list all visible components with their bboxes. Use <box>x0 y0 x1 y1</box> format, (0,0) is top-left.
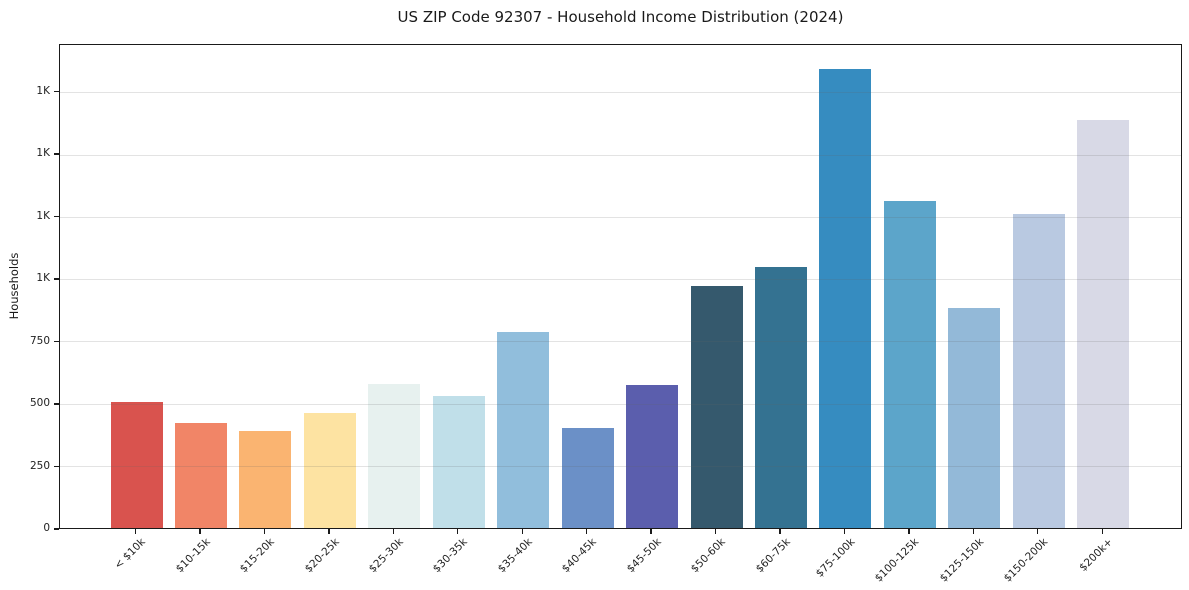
x-tick-mark <box>714 529 717 534</box>
bar-$40-45k <box>561 428 614 528</box>
x-tick-mark <box>263 529 266 534</box>
x-tick-mark <box>328 529 330 534</box>
chart-title: US ZIP Code 92307 - Household Income Dis… <box>397 8 844 26</box>
bar-$35-40k <box>497 332 550 528</box>
y-tick-mark <box>54 340 59 343</box>
x-tick-label: $50-60k <box>688 536 729 576</box>
y-tick-mark <box>54 153 59 155</box>
x-tick-mark <box>521 529 523 534</box>
y-tick-mark <box>54 90 59 93</box>
x-tick-label: $25-30k <box>366 536 406 576</box>
gridline <box>60 465 1181 467</box>
x-tick-mark <box>392 529 394 534</box>
x-tick-label: $200k+ <box>1076 536 1115 574</box>
gridline <box>60 403 1181 405</box>
bar-$50-60k <box>690 286 743 528</box>
x-tick-label: $40-45k <box>560 536 600 576</box>
bar-$10-15k <box>174 423 227 528</box>
gridline <box>60 279 1181 281</box>
bar-$150-200k <box>1012 214 1065 528</box>
bar-$25-30k <box>368 383 421 528</box>
x-tick-label: $60-75k <box>753 536 793 576</box>
x-tick-mark <box>585 529 588 534</box>
x-tick-mark <box>972 529 975 534</box>
x-tick-mark <box>908 529 910 534</box>
bar-$100-125k <box>883 200 936 528</box>
y-tick-mark <box>54 403 59 405</box>
bar-$75-100k <box>819 68 872 528</box>
x-tick-mark <box>650 529 652 534</box>
y-tick-label: 1K <box>36 272 50 284</box>
y-tick-label: 1K <box>36 84 50 97</box>
x-tick-label: $75-100k <box>813 536 857 580</box>
bar-$60-75k <box>755 266 807 528</box>
gridline <box>60 154 1181 156</box>
x-tick-label: $30-35k <box>431 536 471 576</box>
y-tick-mark <box>54 215 59 218</box>
x-tick-mark <box>779 529 781 534</box>
y-tick-label: 750 <box>29 334 50 347</box>
x-tick-mark <box>1037 529 1039 534</box>
x-tick-label: $20-25k <box>302 536 342 576</box>
y-tick-mark <box>54 278 59 280</box>
x-tick-label: $100-125k <box>872 536 922 585</box>
x-tick-label: $125-150k <box>937 536 986 585</box>
y-tick-mark <box>54 465 59 468</box>
x-tick-mark <box>843 529 846 534</box>
y-tick-label: 1K <box>36 147 50 159</box>
x-tick-label: < $10k <box>112 536 148 572</box>
x-tick-label: $15-20k <box>237 536 277 576</box>
x-tick-mark <box>457 529 459 534</box>
gridline <box>60 92 1181 94</box>
bar-$15-20k <box>239 430 292 528</box>
y-tick-mark <box>54 528 59 530</box>
gridline <box>60 216 1181 218</box>
y-tick-label: 500 <box>29 397 50 409</box>
plot-area <box>59 44 1182 529</box>
x-tick-mark <box>199 529 201 534</box>
y-tick-label: 0 <box>43 522 50 534</box>
x-tick-mark <box>134 529 137 534</box>
bar-< $10k <box>110 402 163 528</box>
x-tick-label: $35-40k <box>495 536 535 576</box>
y-tick-label: 1K <box>36 209 50 222</box>
bar-$125-150k <box>948 308 1001 528</box>
y-axis-label: Households <box>7 252 21 320</box>
bar-$20-25k <box>303 412 356 528</box>
bar-$45-50k <box>626 384 679 528</box>
y-tick-label: 250 <box>29 459 50 472</box>
x-tick-label: $45-50k <box>624 536 664 576</box>
bar-$30-35k <box>432 396 485 528</box>
bar-$200k+ <box>1077 119 1130 528</box>
x-tick-label: $150-200k <box>1001 536 1051 585</box>
gridline <box>60 341 1181 343</box>
x-tick-mark <box>1101 529 1103 534</box>
x-tick-label: $10-15k <box>173 536 213 576</box>
